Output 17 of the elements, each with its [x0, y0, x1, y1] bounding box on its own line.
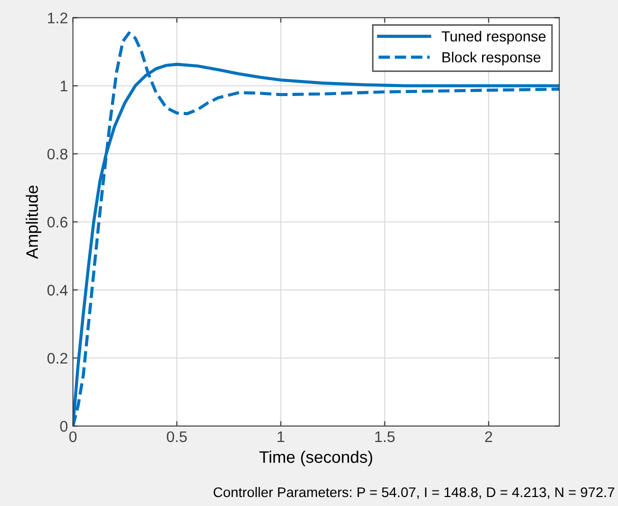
x-tick-label: 1.5 — [375, 431, 395, 442]
legend-label: Tuned response — [442, 30, 546, 44]
y-tick-label: 0.2 — [47, 352, 68, 364]
text: Controller Parameters: P = 54.07, I = 148.8, D = 4.213, N = 972.7 — [214, 486, 614, 499]
y-tick-label: 1 — [60, 80, 68, 92]
x-tick-label: 0 — [69, 431, 77, 442]
y-tick-label: 1.2 — [48, 12, 68, 24]
x-axis-title: Time (seconds) — [259, 450, 372, 466]
y-tick-label: 0.4 — [47, 284, 68, 296]
y-tick-label: 0 — [60, 420, 68, 432]
y-axis-title: Amplitude — [26, 186, 42, 259]
legend-label: Block response — [442, 52, 540, 66]
x-tick-label: 1 — [278, 431, 284, 442]
y-tick-label: 0.6 — [47, 216, 68, 228]
x-tick-label: 2 — [485, 431, 492, 442]
x-tick-label: 0.5 — [166, 431, 187, 442]
y-tick-label: 0.8 — [47, 148, 68, 160]
